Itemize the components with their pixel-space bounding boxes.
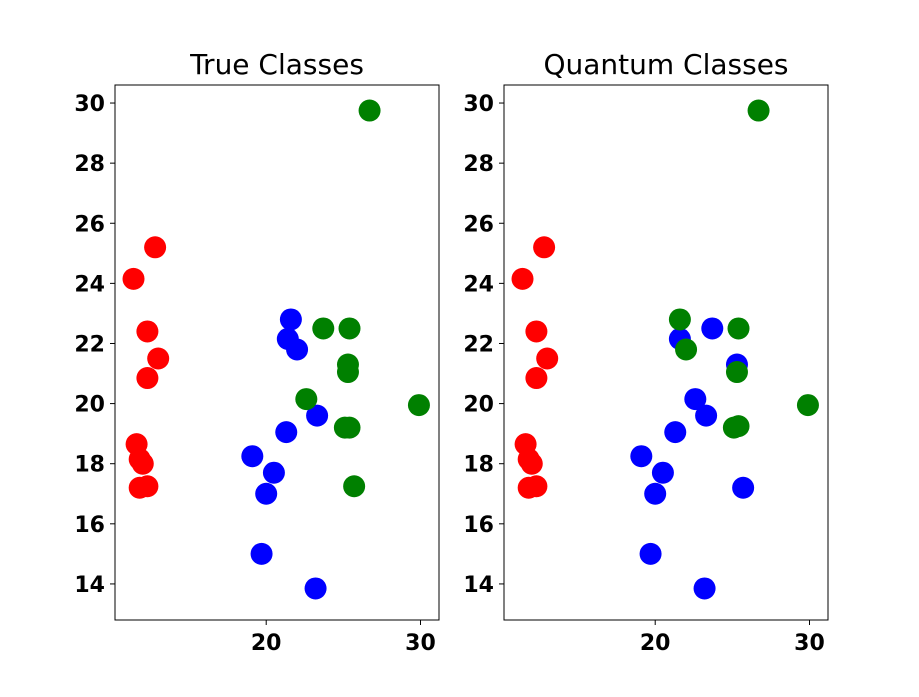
x-tick-label: 20 — [640, 631, 671, 656]
data-point — [304, 577, 327, 600]
data-point — [136, 367, 159, 390]
data-point — [255, 482, 278, 505]
data-point — [701, 317, 724, 340]
data-point — [306, 404, 329, 427]
y-tick-label: 30 — [463, 92, 494, 117]
series-2 — [668, 99, 819, 439]
data-point — [279, 308, 302, 331]
data-point — [675, 338, 698, 361]
chart-title: True Classes — [189, 48, 364, 81]
data-point — [727, 415, 750, 438]
data-point — [136, 475, 159, 498]
data-point — [725, 361, 748, 384]
data-point — [695, 404, 718, 427]
data-point — [525, 320, 548, 343]
data-point — [644, 482, 667, 505]
y-tick-label: 26 — [463, 212, 494, 237]
data-point — [727, 317, 750, 340]
data-point — [338, 317, 361, 340]
data-point — [747, 99, 770, 122]
data-point — [651, 461, 674, 484]
data-point — [533, 236, 556, 259]
y-tick-label: 16 — [463, 513, 494, 538]
data-point — [131, 452, 154, 475]
y-tick-label: 28 — [74, 152, 105, 177]
y-tick-label: 28 — [463, 152, 494, 177]
y-tick-label: 20 — [463, 393, 494, 418]
y-tick-label: 14 — [463, 573, 494, 598]
data-point — [639, 542, 662, 565]
series-0 — [511, 236, 559, 499]
data-point — [407, 394, 430, 417]
data-point — [630, 445, 653, 468]
y-tick-label: 18 — [463, 453, 494, 478]
chart-title: Quantum Classes — [543, 48, 788, 81]
data-point — [693, 577, 716, 600]
data-point — [525, 367, 548, 390]
data-point — [520, 452, 543, 475]
series-2 — [295, 99, 430, 498]
y-tick-label: 18 — [74, 453, 105, 478]
data-point — [668, 308, 691, 331]
y-tick-label: 30 — [74, 92, 105, 117]
data-point — [664, 421, 687, 444]
y-tick-label: 22 — [74, 332, 105, 357]
data-point — [147, 347, 170, 370]
plot-frame — [114, 84, 440, 621]
data-point — [511, 267, 534, 290]
data-point — [525, 475, 548, 498]
x-tick-label: 20 — [251, 631, 282, 656]
data-point — [295, 388, 318, 411]
data-point — [262, 461, 285, 484]
panel-true-classes: True Classes 14 16 18 20 22 24 26 28 30 20 30 — [74, 48, 440, 656]
data-point — [275, 421, 298, 444]
y-tick-label: 16 — [74, 513, 105, 538]
series-1 — [241, 308, 329, 600]
series-0 — [122, 236, 170, 499]
y-tick-label: 22 — [463, 332, 494, 357]
data-point — [343, 475, 366, 498]
y-tick-label: 24 — [74, 272, 105, 297]
x-tick-label: 30 — [405, 631, 436, 656]
data-point — [684, 388, 707, 411]
y-tick-label: 20 — [74, 393, 105, 418]
data-point — [144, 236, 167, 259]
data-point — [286, 338, 309, 361]
y-tick-label: 24 — [463, 272, 494, 297]
data-point — [336, 361, 359, 384]
data-point — [338, 416, 361, 439]
data-point — [312, 317, 335, 340]
plot-frame — [503, 84, 829, 621]
data-point — [241, 445, 264, 468]
y-tick-label: 14 — [74, 573, 105, 598]
panel-quantum-classes: Quantum Classes 14 16 18 20 22 24 26 28 30 20 30 — [463, 48, 829, 656]
series-1 — [630, 317, 755, 600]
data-point — [358, 99, 381, 122]
data-point — [536, 347, 559, 370]
data-point — [136, 320, 159, 343]
data-point — [250, 542, 273, 565]
data-point — [796, 394, 819, 417]
y-tick-label: 26 — [74, 212, 105, 237]
x-tick-label: 30 — [794, 631, 825, 656]
data-point — [732, 476, 755, 499]
data-point — [122, 267, 145, 290]
